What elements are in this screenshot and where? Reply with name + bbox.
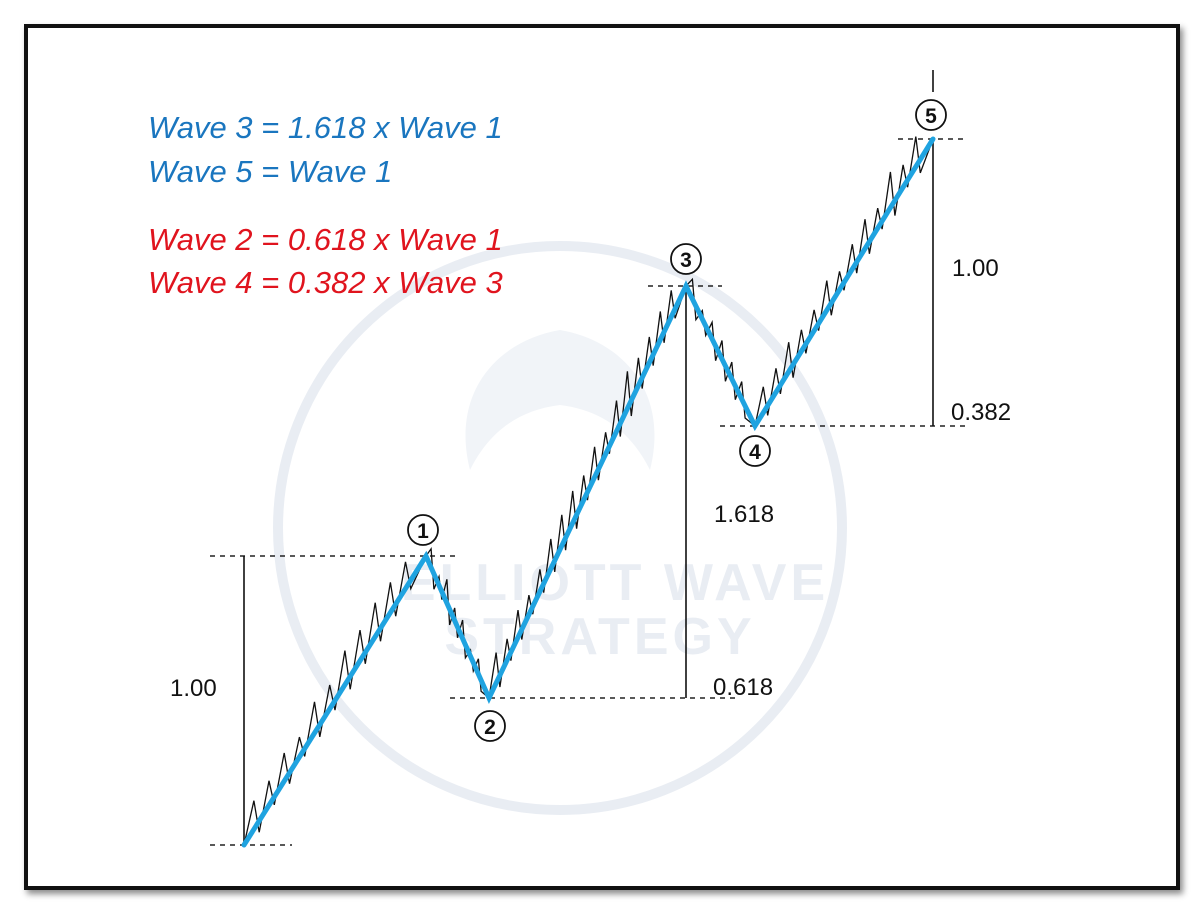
wave-marker-label: 3 — [680, 249, 692, 272]
rule-wave3: Wave 3 = 1.618 x Wave 1 — [148, 110, 503, 145]
wave-marker-circle — [739, 435, 771, 467]
wave1-ratio: 1.00 — [170, 675, 217, 702]
wave-marker-5: 5 — [915, 99, 947, 131]
wave-marker-circle — [407, 514, 439, 546]
ratio-labels: 1.00 0.618 1.618 0.382 1.00 — [170, 255, 1011, 702]
wave-marker-circle — [474, 710, 506, 742]
measurement-lines — [243, 70, 934, 845]
watermark: ELLIOTT WAVE STRATEGY — [273, 241, 847, 815]
wave-marker-label: 4 — [749, 441, 761, 464]
watermark-line1: ELLIOTT WAVE — [401, 554, 829, 612]
wave-marker-circle — [915, 99, 947, 131]
rule-wave4: Wave 4 = 0.382 x Wave 3 — [148, 265, 503, 300]
wave-marker-2: 2 — [474, 710, 506, 742]
wave-marker-circle — [670, 243, 702, 275]
wave-marker-label: 1 — [417, 520, 429, 543]
wave-marker-3: 3 — [670, 243, 702, 275]
rule-wave5: Wave 5 = Wave 1 — [148, 154, 392, 189]
wave-marker-label: 5 — [925, 105, 937, 128]
rules-text: Wave 3 = 1.618 x Wave 1 Wave 5 = Wave 1 … — [148, 110, 503, 300]
watermark-ring — [273, 241, 847, 815]
wave5-ratio: 1.00 — [952, 255, 999, 282]
watermark-line2: STRATEGY — [444, 608, 755, 666]
wave2-ratio: 0.618 — [713, 674, 773, 701]
rule-wave2: Wave 2 = 0.618 x Wave 1 — [148, 222, 503, 257]
wave3-ratio: 1.618 — [714, 501, 774, 528]
wave-marker-label: 2 — [484, 716, 496, 739]
wave-zigzag — [241, 136, 936, 848]
wave-marker-4: 4 — [739, 435, 771, 467]
wave-marker-1: 1 — [407, 514, 439, 546]
watermark-emblem — [465, 330, 655, 470]
wave4-ratio: 0.382 — [951, 399, 1011, 426]
